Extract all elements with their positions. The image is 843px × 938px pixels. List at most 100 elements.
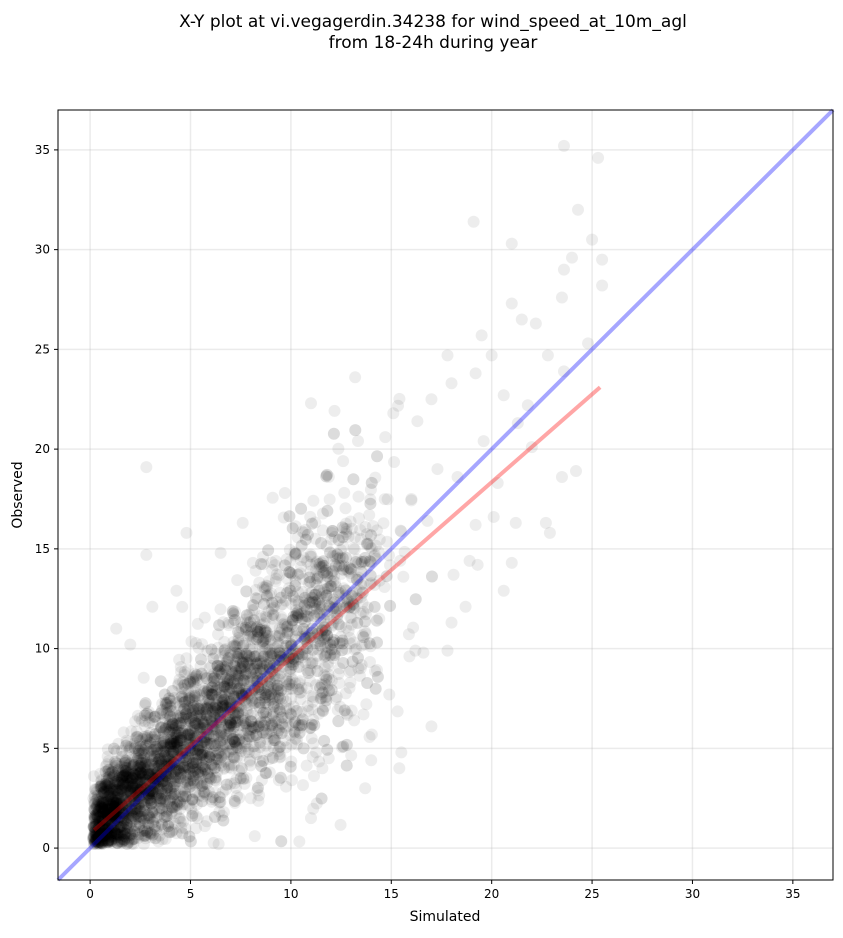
scatter-point [175, 821, 188, 834]
scatter-point [178, 792, 191, 805]
scatter-point [96, 805, 109, 818]
scatter-point [205, 763, 218, 776]
scatter-point [208, 679, 221, 692]
scatter-point [111, 823, 124, 836]
scatter-point [295, 554, 308, 567]
scatter-point [346, 571, 359, 584]
scatter-point [261, 580, 274, 593]
scatter-point [230, 789, 243, 802]
scatter-point [361, 537, 374, 550]
scatter-point [138, 783, 151, 796]
scatter-point [373, 533, 386, 546]
scatter-point [112, 766, 125, 779]
scatter-point [328, 595, 341, 608]
scatter-point [102, 797, 115, 810]
scatter-point [199, 701, 212, 714]
scatter-point [382, 549, 395, 562]
scatter-point [96, 834, 109, 847]
scatter-point [119, 786, 132, 799]
scatter-point [271, 684, 284, 697]
scatter-point [265, 603, 278, 616]
scatter-point [316, 633, 329, 646]
scatter-point [304, 397, 317, 410]
scatter-point [177, 815, 190, 828]
scatter-point [282, 719, 295, 732]
scatter-point [163, 692, 176, 705]
scatter-point [240, 696, 253, 709]
scatter-point [279, 741, 292, 754]
scatter-point [310, 568, 323, 581]
scatter-point [188, 667, 201, 680]
scatter-point [441, 644, 454, 657]
scatter-point [191, 749, 204, 762]
scatter-point [282, 655, 295, 668]
scatter-point [319, 691, 332, 704]
scatter-point [103, 789, 116, 802]
scatter-point [193, 726, 206, 739]
scatter-point [128, 786, 141, 799]
scatter-point [204, 731, 217, 744]
scatter-point [130, 778, 143, 791]
scatter-point [227, 617, 240, 630]
scatter-point [327, 427, 340, 440]
scatter-point [203, 662, 216, 675]
scatter-point [317, 648, 330, 661]
scatter-point [137, 800, 150, 813]
scatter-point [509, 516, 522, 529]
scatter-point [250, 729, 263, 742]
scatter-point [188, 700, 201, 713]
scatter-point [586, 233, 599, 246]
scatter-point [185, 635, 198, 648]
scatter-point [208, 723, 221, 736]
scatter-point [260, 766, 273, 779]
scatter-point [140, 733, 153, 746]
scatter-point [212, 664, 225, 677]
scatter-point [359, 627, 372, 640]
scatter-point [334, 818, 347, 831]
scatter-point [96, 812, 109, 825]
scatter-point [253, 625, 266, 638]
scatter-point [240, 667, 253, 680]
scatter-point [313, 599, 326, 612]
scatter-point [136, 760, 149, 773]
scatter-point [144, 827, 157, 840]
scatter-point [310, 797, 323, 810]
scatter-point [357, 605, 370, 618]
scatter-point [352, 435, 365, 448]
scatter-point [425, 393, 438, 406]
scatter-point [240, 667, 253, 680]
scatter-point [149, 777, 162, 790]
scatter-point [320, 540, 333, 553]
scatter-point [302, 588, 315, 601]
scatter-point [327, 575, 340, 588]
scatter-point [158, 775, 171, 788]
scatter-point [234, 729, 247, 742]
scatter-point [329, 560, 342, 573]
scatter-point [138, 796, 151, 809]
scatter-point [95, 775, 108, 788]
scatter-point [111, 775, 124, 788]
scatter-point [102, 817, 115, 830]
scatter-point [176, 752, 189, 765]
scatter-point [128, 737, 141, 750]
scatter-point [96, 813, 109, 826]
scatter-point [150, 750, 163, 763]
scatter-point [425, 720, 438, 733]
scatter-point [89, 802, 102, 815]
scatter-point [253, 639, 266, 652]
scatter-point [259, 624, 272, 637]
scatter-point [175, 761, 188, 774]
scatter-point [284, 668, 297, 681]
scatter-point [341, 595, 354, 608]
scatter-point [319, 650, 332, 663]
scatter-point [377, 517, 390, 530]
scatter-point [243, 616, 256, 629]
scatter-point [296, 713, 309, 726]
scatter-point [216, 699, 229, 712]
scatter-point [199, 733, 212, 746]
scatter-point [170, 584, 183, 597]
scatter-point [91, 832, 104, 845]
scatter-point [173, 786, 186, 799]
scatter-point [111, 785, 124, 798]
scatter-point [158, 767, 171, 780]
